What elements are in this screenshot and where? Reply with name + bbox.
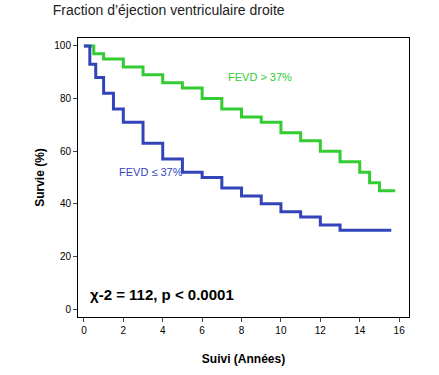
svg-text:4: 4: [160, 325, 166, 336]
svg-text:12: 12: [315, 325, 327, 336]
svg-text:2: 2: [121, 325, 127, 336]
svg-text:Survie (%): Survie (%): [33, 148, 47, 207]
svg-text:6: 6: [199, 325, 205, 336]
svg-text:χ-2 = 112, p < 0.0001: χ-2 = 112, p < 0.0001: [90, 286, 234, 303]
svg-text:60: 60: [60, 146, 72, 157]
svg-text:8: 8: [239, 325, 245, 336]
svg-text:10: 10: [275, 325, 287, 336]
svg-text:16: 16: [394, 325, 406, 336]
svg-text:40: 40: [60, 198, 72, 209]
svg-text:0: 0: [65, 304, 71, 315]
svg-text:Fraction d’éjection ventricula: Fraction d’éjection ventriculaire droite: [53, 2, 285, 18]
svg-text:14: 14: [354, 325, 366, 336]
svg-text:20: 20: [60, 251, 72, 262]
svg-text:100: 100: [54, 40, 71, 51]
svg-text:FEVD ≤ 37%: FEVD ≤ 37%: [119, 166, 183, 178]
svg-text:Suivi (Années): Suivi (Années): [202, 352, 285, 366]
svg-text:0: 0: [81, 325, 87, 336]
svg-text:80: 80: [60, 93, 72, 104]
svg-text:FEVD > 37%: FEVD > 37%: [228, 71, 292, 83]
